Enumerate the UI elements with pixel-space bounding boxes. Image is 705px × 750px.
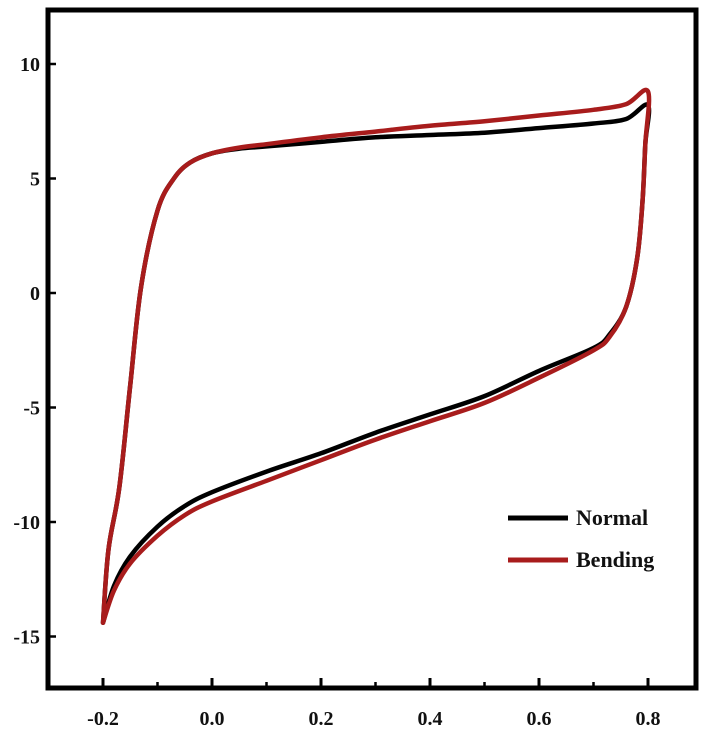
x-tick-label: 0.4 xyxy=(418,708,443,730)
x-tick-label: 0.6 xyxy=(527,708,552,730)
legend-label-normal: Normal xyxy=(576,505,648,530)
legend-label-bending: Bending xyxy=(576,547,654,572)
y-tick-label: 5 xyxy=(30,169,40,191)
y-tick-label: 0 xyxy=(30,283,40,305)
x-tick-label: -0.2 xyxy=(87,708,119,730)
legend: Normal Bending xyxy=(508,505,654,572)
x-tick-label: 0.2 xyxy=(309,708,334,730)
x-tick-label: 0.0 xyxy=(200,708,225,730)
y-tick-label: 10 xyxy=(20,54,40,76)
y-axis-tick-labels: 10 5 0 -5 -10 -15 xyxy=(13,54,40,649)
y-axis-ticks xyxy=(48,62,56,638)
series-line-bending xyxy=(100,87,652,626)
x-tick-label: 0.8 xyxy=(636,708,661,730)
series-layer xyxy=(100,87,652,626)
x-axis-tick-labels: -0.2 0.0 0.2 0.4 0.6 0.8 xyxy=(87,708,660,730)
y-tick-label: -15 xyxy=(13,627,40,649)
plot-frame xyxy=(45,7,699,691)
x-axis-ticks xyxy=(101,678,650,688)
y-tick-label: -10 xyxy=(13,512,40,534)
y-tick-label: -5 xyxy=(23,398,40,420)
